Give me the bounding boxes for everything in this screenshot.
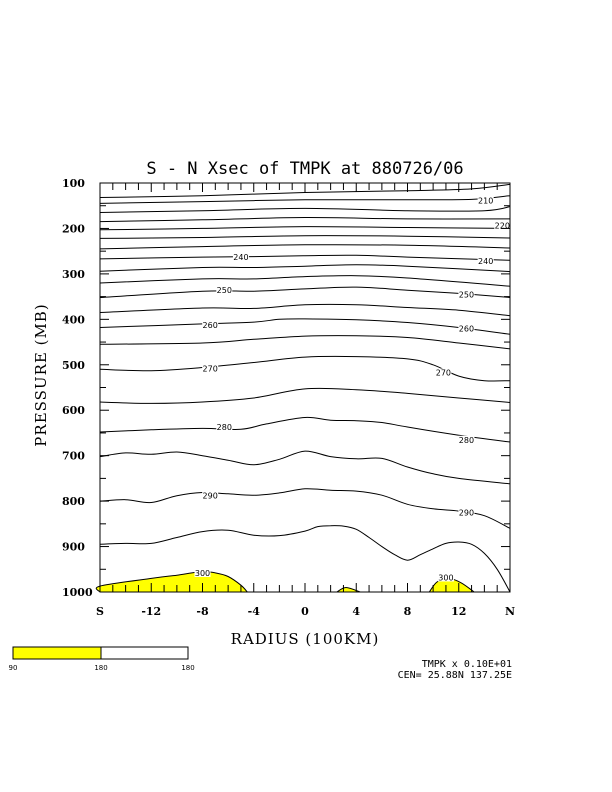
contour-label: 300 (195, 569, 210, 578)
contour-label: 270 (203, 364, 218, 373)
x-tick-label: -4 (248, 605, 261, 618)
contour-label: 260 (459, 324, 474, 333)
colorbar-label-right: 180 (181, 664, 194, 672)
contour-label: 250 (217, 286, 232, 295)
x-tick-label: -8 (196, 605, 209, 618)
contour-line (99, 235, 511, 239)
x-tick-label: 0 (301, 605, 309, 618)
contour-label-bg (458, 435, 475, 444)
contour-label-bg (216, 423, 233, 432)
colorbar-label-mid: 180 (94, 664, 107, 672)
x-tick-label: S (96, 605, 104, 618)
colorbar-segment-yellow (12, 646, 102, 660)
contour-label: 220 (495, 221, 510, 230)
contour-label-bg (477, 257, 494, 266)
y-tick-label: 800 (62, 495, 85, 508)
contour-label-bg (494, 221, 511, 230)
contour-line (99, 216, 511, 223)
contour-label: 270 (436, 369, 451, 378)
contour-label: 240 (478, 257, 493, 266)
y-tick-label: 300 (62, 268, 85, 281)
contour-label: 280 (459, 436, 474, 445)
contour-line (99, 244, 511, 250)
contour-label: 260 (203, 321, 218, 330)
shaded-regions (95, 570, 476, 593)
contour-label-bg (202, 491, 219, 500)
contour-label-bg (458, 508, 475, 517)
x-tick-label: N (505, 605, 515, 618)
y-tick-label: 900 (62, 541, 85, 554)
contour-labels: 210 220 240 240 250 250 260 260 270 270 280 280 290 2… (194, 196, 511, 582)
contour-line (99, 303, 511, 317)
y-tick-label: 700 (62, 450, 85, 463)
contour-label: 290 (203, 492, 218, 501)
contour-line (99, 195, 511, 204)
y-tick-label: 100 (62, 177, 85, 190)
contour-label-bg (216, 285, 233, 294)
colorbar-segment-white (100, 646, 189, 660)
colorbar-label-left: 90 (9, 664, 18, 672)
contour-line (99, 318, 511, 335)
contour-line (99, 226, 511, 231)
contour-label: 290 (459, 508, 474, 517)
x-tick-label: 4 (352, 605, 360, 618)
contour-line (99, 355, 511, 382)
contour-line (99, 450, 511, 485)
axis-ticks (99, 182, 511, 593)
x-tick-label: 8 (404, 605, 412, 618)
contour-label-bg (458, 324, 475, 333)
contour-line (99, 416, 511, 443)
y-axis-label: PRESSURE (MB) (32, 303, 50, 446)
contour-line (99, 525, 511, 593)
y-tick-label: 200 (62, 222, 85, 235)
contour-label-bg (194, 568, 211, 577)
contour-label-bg (202, 364, 219, 373)
x-tick-label: 12 (451, 605, 466, 618)
contour-line (99, 254, 511, 261)
contour-line (99, 275, 511, 287)
x-axis-label: RADIUS (100KM) (231, 630, 380, 648)
shaded-region-300 (95, 570, 249, 593)
contour-label: 240 (233, 253, 248, 262)
contour-line (99, 286, 511, 298)
y-tick-label: 1000 (62, 586, 93, 599)
footer-scale-text: TMPK x 0.10E+01 (422, 659, 512, 670)
contour-label-bg (477, 196, 494, 205)
contour-label-bg (202, 321, 219, 330)
y-axis-tick-labels: 100 200 300 400 500 600 700 800 900 1000 (62, 177, 93, 599)
contour-label-bg (437, 573, 454, 582)
chart-title: S - N Xsec of TMPK at 880726/06 (146, 159, 463, 179)
contour-line (99, 488, 511, 529)
contour-label-bg (458, 290, 475, 299)
contour-label-bg (232, 253, 249, 262)
y-tick-label: 500 (62, 359, 85, 372)
contour-lines (99, 183, 511, 593)
contour-line (99, 335, 511, 350)
x-axis-tick-labels: S -12 -8 -4 0 4 8 12 N (96, 605, 515, 618)
contour-line (99, 264, 511, 273)
colorbar: 90 180 180 (9, 646, 195, 672)
contour-label-bg (435, 368, 452, 377)
x-tick-label: -12 (141, 605, 161, 618)
shaded-region-300 (336, 586, 361, 593)
footer-center-text: CEN= 25.88N 137.25E (398, 670, 512, 681)
y-tick-label: 400 (62, 313, 85, 326)
contour-label: 300 (438, 573, 453, 582)
contour-label: 280 (217, 423, 232, 432)
contour-line (99, 206, 511, 213)
contour-line (99, 387, 511, 404)
y-tick-label: 600 (62, 404, 85, 417)
contour-label: 210 (478, 196, 493, 205)
contour-label: 250 (459, 290, 474, 299)
